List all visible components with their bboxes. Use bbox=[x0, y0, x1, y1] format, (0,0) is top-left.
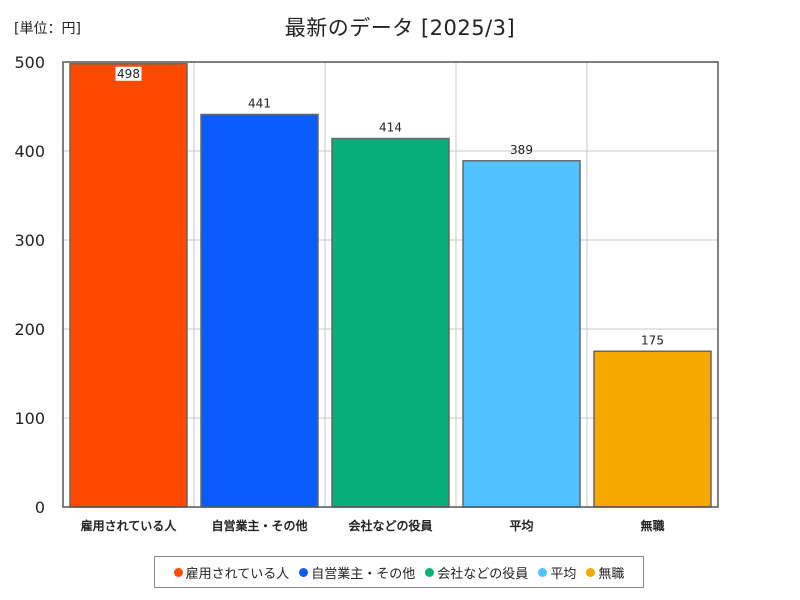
legend-swatch bbox=[538, 567, 548, 577]
value-label: 441 bbox=[248, 97, 271, 111]
legend-label: 雇用されている人 bbox=[185, 566, 290, 582]
legend-label: 無職 bbox=[598, 566, 625, 582]
legend-swatch bbox=[299, 567, 309, 577]
legend-label: 会社などの役員 bbox=[437, 566, 529, 582]
legend-swatch bbox=[586, 567, 596, 577]
legend-item: 雇用されている人 bbox=[173, 563, 290, 582]
y-tick-label: 400 bbox=[14, 142, 45, 161]
legend-item: 会社などの役員 bbox=[425, 563, 528, 582]
x-tick-label: 会社などの役員 bbox=[348, 518, 432, 533]
value-label-bg bbox=[115, 66, 142, 81]
chart-title: 最新のデータ [2025/3] bbox=[284, 16, 516, 40]
bar-4 bbox=[462, 160, 581, 508]
legend-item: 無職 bbox=[586, 563, 624, 582]
legend-item: 平均 bbox=[538, 563, 576, 582]
value-label: 414 bbox=[379, 121, 402, 135]
legend-label: 自営業主・その他 bbox=[311, 566, 416, 582]
y-tick-label: 100 bbox=[14, 409, 45, 428]
bar-1 bbox=[69, 63, 188, 508]
bar-3 bbox=[331, 137, 450, 508]
legend-label: 平均 bbox=[550, 566, 577, 582]
y-tick-label: 0 bbox=[35, 498, 45, 517]
value-label: 389 bbox=[510, 143, 533, 157]
chart-legend: 雇用されている人 自営業主・その他 会社などの役員 平均 無職 bbox=[154, 556, 644, 588]
x-tick-label: 自営業主・その他 bbox=[211, 518, 307, 533]
value-label: 175 bbox=[641, 333, 664, 347]
bar-2 bbox=[200, 113, 319, 508]
unit-label: [単位：円] bbox=[14, 21, 81, 37]
y-tick-label: 200 bbox=[14, 320, 45, 339]
bar-5 bbox=[593, 350, 712, 508]
y-tick-label: 500 bbox=[14, 53, 45, 72]
value-label: 498 bbox=[117, 67, 140, 81]
legend-item: 自営業主・その他 bbox=[299, 563, 415, 582]
x-tick-label: 無職 bbox=[640, 518, 664, 533]
legend-swatch bbox=[425, 567, 435, 577]
x-tick-label: 雇用されている人 bbox=[81, 518, 178, 533]
legend-swatch bbox=[173, 567, 183, 577]
x-tick-label: 平均 bbox=[509, 518, 533, 533]
plot-border bbox=[62, 61, 719, 508]
y-tick-label: 300 bbox=[14, 231, 45, 250]
